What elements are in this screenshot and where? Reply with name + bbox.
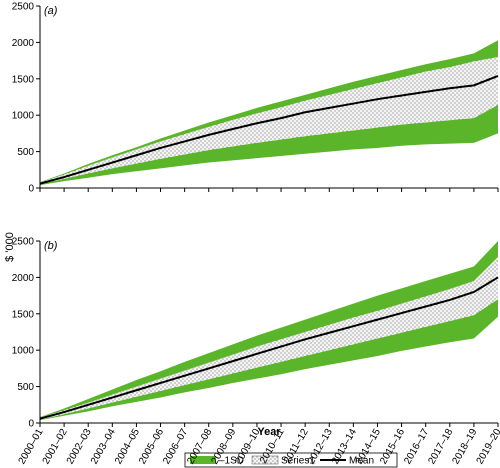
mean-line (39, 276, 499, 420)
panel-a: 0 500 1000 1500 2000 2500 (a) (12, 2, 499, 195)
panel-b: 0 500 1000 1500 2000 2500 (b) (12, 237, 499, 430)
mean-line (39, 74, 499, 185)
panel-label: (b) (44, 240, 58, 252)
y-tick-label: 1500 (12, 309, 35, 320)
y-tick-label: 500 (17, 147, 34, 158)
y-tick-label: 1000 (12, 111, 35, 122)
y-tick-label: 0 (28, 184, 34, 195)
y-tick-label: 0 (28, 419, 34, 430)
legend-swatch-series1 (251, 455, 279, 465)
legend-label-mean: Mean (349, 456, 374, 467)
sd-band (40, 241, 498, 421)
legend-swatch-sd (190, 456, 216, 464)
panel-label: (a) (44, 5, 58, 17)
legend-label-sd: –1SD (219, 456, 244, 467)
legend-box (184, 452, 398, 468)
y-tick-label: 2500 (12, 237, 35, 248)
legend-label-series1: Series1 (281, 456, 315, 467)
y-tick-label: 2000 (12, 273, 35, 284)
x-axis-title: Year (257, 426, 281, 438)
legend: –1SD Series1 Mean (184, 452, 398, 468)
y-tick-label: 2500 (12, 2, 35, 13)
y-tick-label: 2000 (12, 38, 35, 49)
y-tick-label: 1500 (12, 74, 35, 85)
series1-band (40, 257, 498, 420)
y-tick-label: 1000 (12, 346, 35, 357)
y-tick-label: 500 (17, 382, 34, 393)
y-axis-title: $ '000 (4, 232, 16, 262)
